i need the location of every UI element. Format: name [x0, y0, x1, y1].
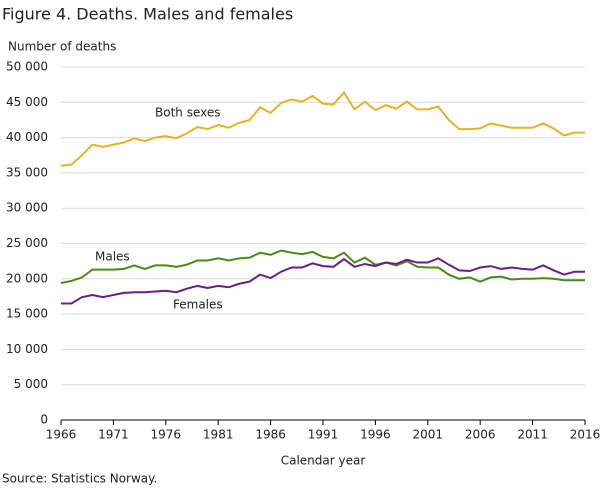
series-label: Females [173, 298, 223, 312]
source: Source: Statistics Norway. [2, 472, 157, 486]
series-label: Males [95, 250, 130, 264]
x-tick-label: 1971 [98, 428, 129, 442]
x-tick-label: 2016 [570, 428, 601, 442]
y-tick-label: 50 000 [6, 60, 48, 74]
x-tick-label: 2006 [465, 428, 496, 442]
x-tick-label: 1976 [151, 428, 182, 442]
y-tick-label: 25 000 [6, 236, 48, 250]
x-tick-label: 1981 [203, 428, 234, 442]
line-series [60, 249, 585, 285]
series-label: Both sexes [155, 106, 221, 120]
y-tick-label: 40 000 [6, 130, 48, 144]
y-tick-label: 20 000 [6, 271, 48, 285]
x-tick-label: 1966 [46, 428, 77, 442]
x-tick-label: 1986 [255, 428, 286, 442]
x-tick-label: 1991 [308, 428, 339, 442]
chart-title: Figure 4. Deaths. Males and females [2, 5, 293, 24]
x-tick-label: 2001 [413, 428, 444, 442]
y-tick-label: 15 000 [6, 307, 48, 321]
line-series [61, 257, 585, 305]
y-tick-label: 35 000 [6, 165, 48, 179]
y-tick-label: 45 000 [6, 95, 48, 109]
y-tick-label: 10 000 [6, 342, 48, 356]
x-axis-label: Calendar year [281, 454, 366, 468]
y-tick-label: 0 [40, 413, 48, 427]
x-tick-label: 1996 [360, 428, 391, 442]
line-series [60, 90, 585, 167]
y-axis-label: Number of deaths [8, 40, 116, 54]
y-tick-label: 30 000 [6, 201, 48, 215]
y-tick-label: 5 000 [14, 377, 48, 391]
x-tick-label: 2011 [517, 428, 548, 442]
